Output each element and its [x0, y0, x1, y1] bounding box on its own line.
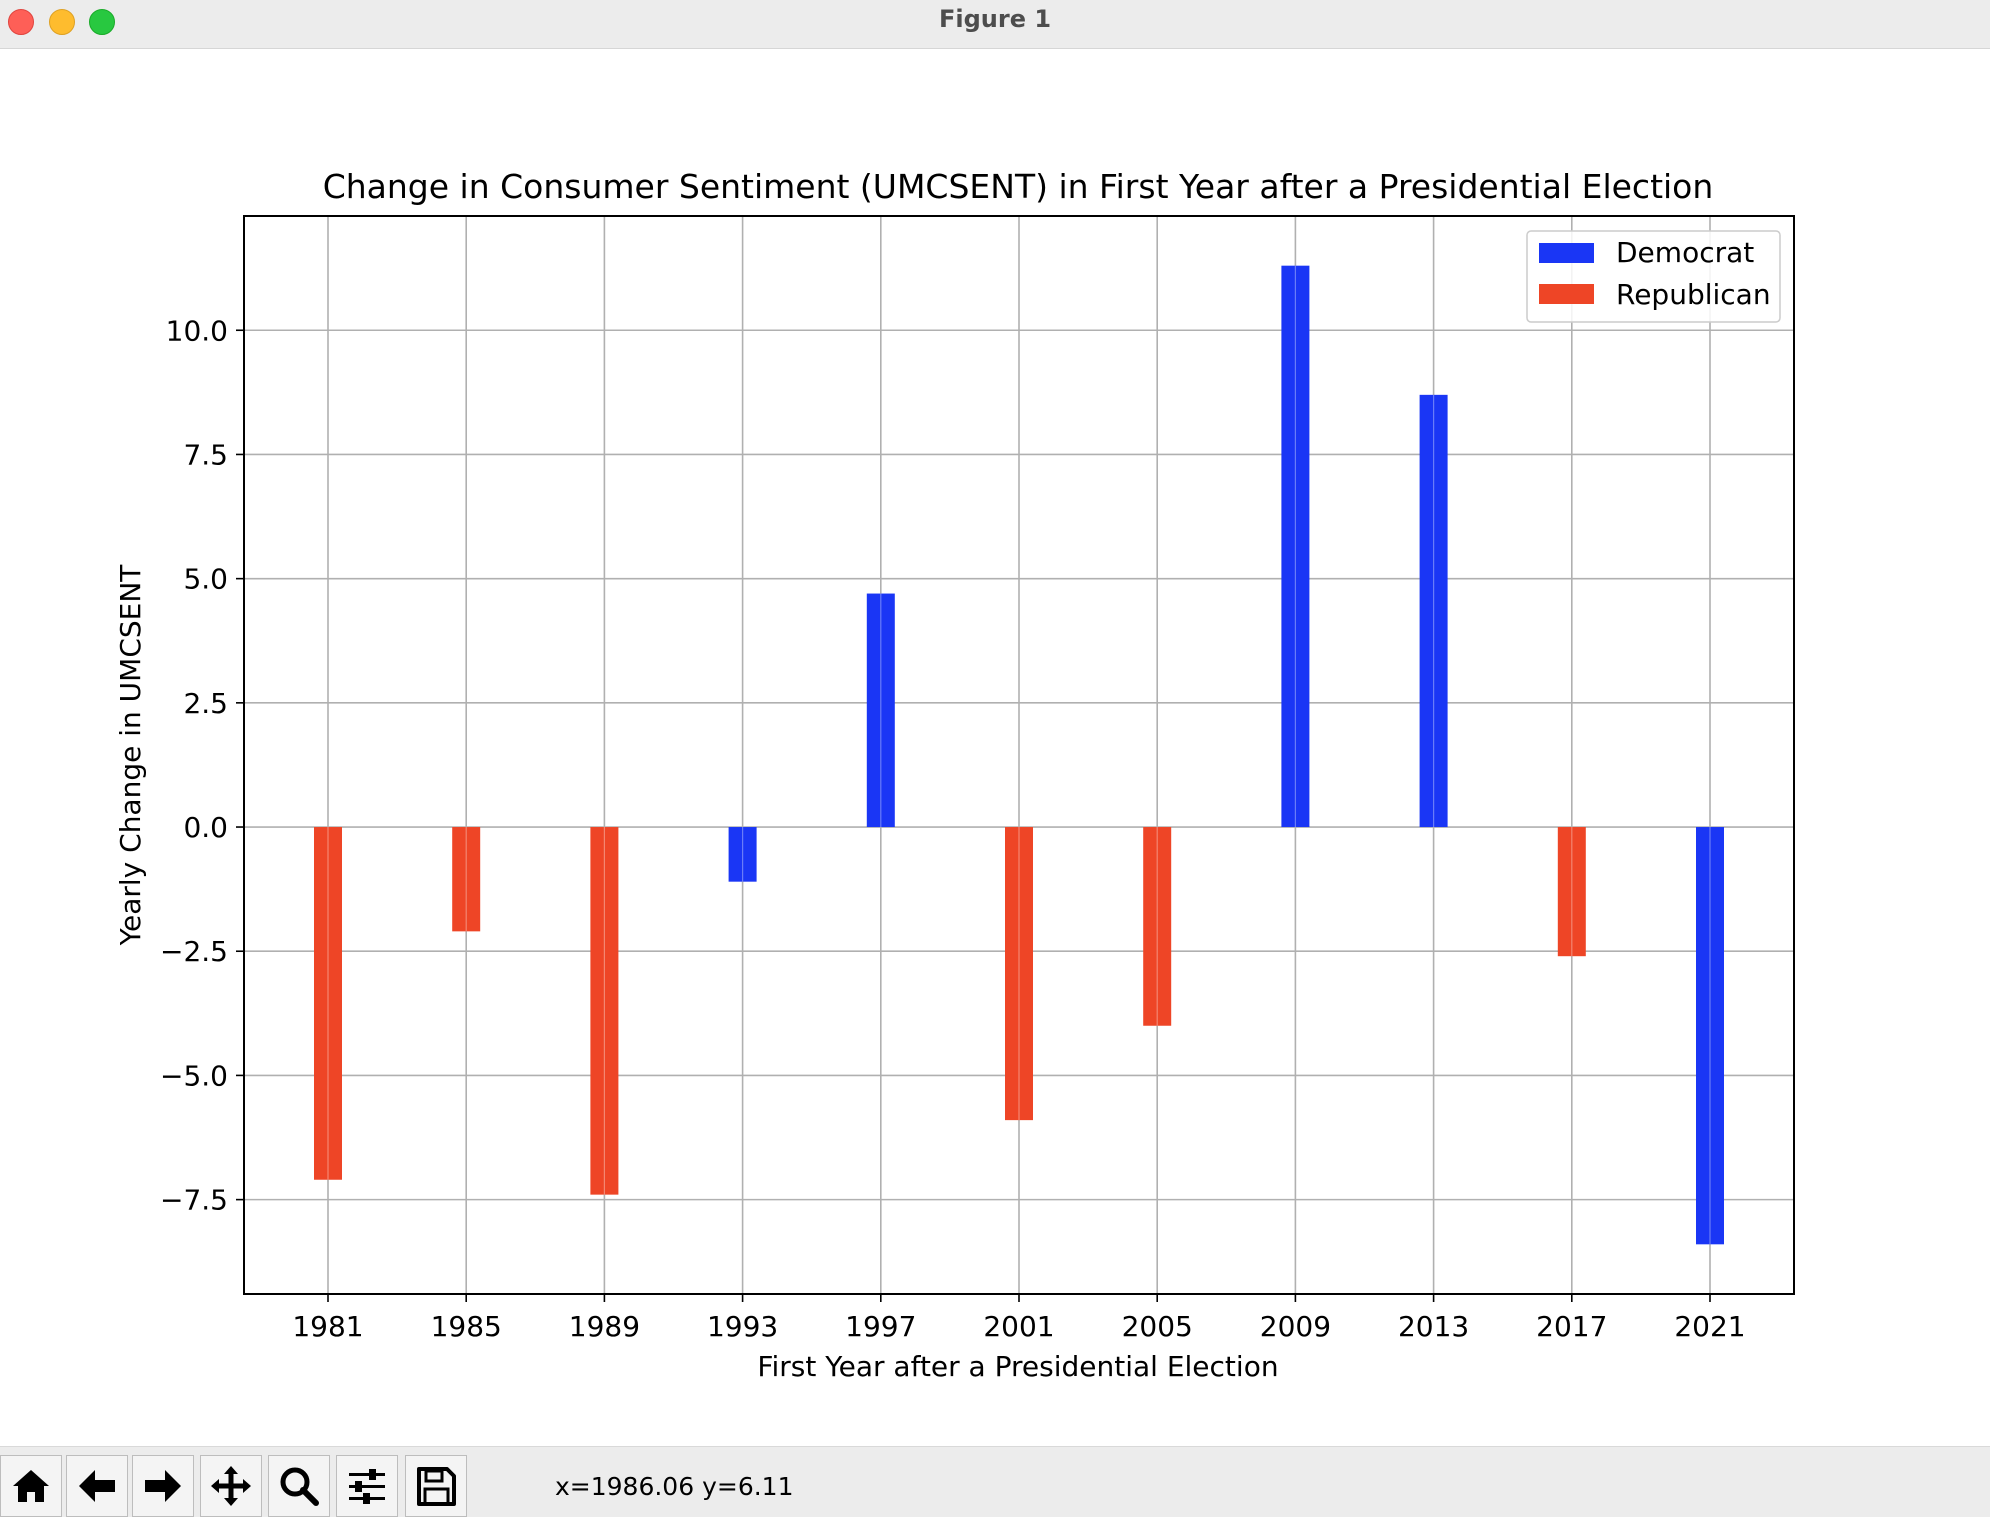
- zoom-button[interactable]: [268, 1455, 330, 1517]
- bar-1993: [728, 827, 757, 882]
- x-tick-label: 2005: [1122, 1310, 1193, 1343]
- bars: [314, 265, 1724, 1245]
- x-tick-label: 1981: [292, 1310, 363, 1343]
- y-tick-label: 10.0: [166, 314, 228, 347]
- x-tick-label: 1985: [431, 1310, 502, 1343]
- bar-2013: [1419, 394, 1448, 828]
- legend-label-republican: Republican: [1616, 278, 1771, 311]
- forward-button[interactable]: [132, 1455, 194, 1517]
- x-tick-label: 2001: [983, 1310, 1054, 1343]
- window-title: Figure 1: [938, 5, 1052, 33]
- close-window-button[interactable]: [8, 9, 34, 35]
- grid-lines: [244, 216, 1794, 1294]
- legend-swatch-democrat: [1539, 243, 1594, 263]
- legend-label-democrat: Democrat: [1616, 236, 1754, 269]
- y-tick-label: 2.5: [183, 687, 228, 720]
- bar-1989: [590, 827, 619, 1195]
- y-tick-label: −7.5: [160, 1184, 228, 1217]
- y-tick-label: −2.5: [160, 935, 228, 968]
- x-tick-label: 2013: [1398, 1310, 1469, 1343]
- move-icon: [211, 1466, 251, 1506]
- sliders-icon: [349, 1469, 385, 1504]
- magnifier-icon: [280, 1467, 319, 1506]
- bar-2017: [1557, 827, 1586, 957]
- x-tick-label: 2009: [1260, 1310, 1331, 1343]
- bar-1981: [314, 827, 342, 1180]
- legend-swatch-republican: [1539, 284, 1594, 304]
- navigation-toolbar: x=1986.06 y=6.11: [0, 1446, 1990, 1517]
- cursor-coordinates: x=1986.06 y=6.11: [555, 1472, 794, 1501]
- arrow-right-icon: [145, 1470, 181, 1502]
- home-button[interactable]: [0, 1455, 62, 1517]
- bar-1985: [452, 827, 481, 932]
- x-tick-label: 1989: [569, 1310, 640, 1343]
- y-tick-label: 7.5: [183, 438, 228, 471]
- y-tick-label: 0.0: [183, 811, 228, 844]
- x-tick-label: 1993: [707, 1310, 778, 1343]
- bar-1997: [866, 593, 895, 828]
- x-tick-label: 2017: [1536, 1310, 1607, 1343]
- bar-2005: [1143, 827, 1172, 1026]
- bar-2021: [1696, 827, 1724, 1245]
- y-axis-label: Yearly Change in UMCSENT: [114, 564, 147, 947]
- configure-subplots-button[interactable]: [336, 1455, 398, 1517]
- maximize-window-button[interactable]: [89, 9, 115, 35]
- save-button[interactable]: [405, 1455, 467, 1517]
- minimize-window-button[interactable]: [49, 9, 75, 35]
- axis-ticks: 1981 1985 1989 1993 1997 2001 2005 2009 2013 2017…: [160, 314, 1746, 1343]
- y-tick-label: 5.0: [183, 563, 228, 596]
- bar-2001: [1005, 827, 1033, 1121]
- window-titlebar: Figure 1: [0, 0, 1990, 49]
- chart-title: Change in Consumer Sentiment (UMCSENT) i…: [323, 167, 1714, 206]
- x-tick-label: 1997: [845, 1310, 916, 1343]
- pan-button[interactable]: [200, 1455, 262, 1517]
- x-tick-label: 2021: [1674, 1310, 1745, 1343]
- back-button[interactable]: [66, 1455, 128, 1517]
- home-icon: [13, 1470, 49, 1502]
- bar-2009: [1281, 265, 1310, 828]
- floppy-disk-icon: [417, 1467, 456, 1506]
- x-axis-label: First Year after a Presidential Election: [757, 1350, 1278, 1383]
- chart-legend: Democrat Republican: [1526, 230, 1781, 323]
- chart-figure: 1981 1985 1989 1993 1997 2001 2005 2009 2013 2017…: [114, 167, 1795, 1383]
- arrow-left-icon: [79, 1470, 115, 1502]
- y-tick-label: −5.0: [160, 1059, 228, 1092]
